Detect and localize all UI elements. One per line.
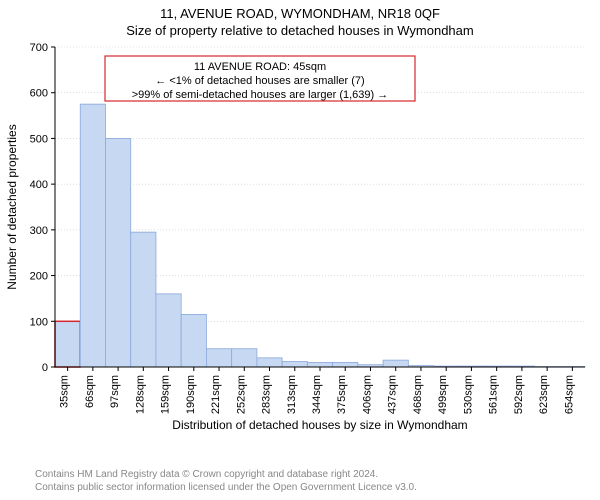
x-tick-label: 561sqm (488, 375, 500, 414)
annotation-line: 11 AVENUE ROAD: 45sqm (194, 61, 326, 73)
page-subtitle: Size of property relative to detached ho… (0, 21, 600, 42)
annotation-line: ← <1% of detached houses are smaller (7) (155, 75, 364, 87)
bar (131, 232, 156, 367)
y-tick-label: 700 (30, 42, 48, 54)
y-tick-label: 300 (30, 225, 48, 237)
y-axis-label: Number of detached properties (5, 124, 19, 289)
bar (232, 349, 257, 367)
x-tick-label: 97sqm (109, 375, 121, 408)
x-axis-label: Distribution of detached houses by size … (172, 418, 467, 432)
chart-svg: 0 100 200 300 400 500 600 700 35sqm 66sqm 97sqm 128… (0, 42, 600, 442)
y-tick-label: 600 (30, 88, 48, 100)
y-tick-label: 0 (42, 362, 48, 374)
x-tick-label: 654sqm (563, 375, 575, 414)
footer-line-2: Contains public sector information licen… (35, 481, 600, 494)
x-tick-label: 283sqm (261, 375, 273, 414)
histogram-chart: 0 100 200 300 400 500 600 700 35sqm 66sqm 97sqm 128… (0, 42, 600, 442)
x-tick-label: 66sqm (84, 375, 96, 408)
x-tick-label: 252sqm (235, 375, 247, 414)
bar (55, 321, 80, 367)
footer-attribution: Contains HM Land Registry data © Crown c… (0, 468, 600, 494)
x-tick-label: 221sqm (210, 375, 222, 414)
bar (156, 294, 181, 367)
x-tick-label: 623sqm (538, 375, 550, 414)
page-title: 11, AVENUE ROAD, WYMONDHAM, NR18 0QF (0, 0, 600, 21)
bar (105, 138, 130, 367)
x-tick-label: 468sqm (412, 375, 424, 414)
y-tick-label: 500 (30, 133, 48, 145)
bar (181, 314, 206, 367)
x-tick-label: 530sqm (462, 375, 474, 414)
y-tick-label: 100 (30, 316, 48, 328)
x-tick-label: 313sqm (286, 375, 298, 414)
bar (206, 349, 231, 367)
x-tick-label: 35sqm (59, 375, 71, 408)
bar (257, 358, 282, 367)
x-tick-label: 128sqm (134, 375, 146, 414)
bar (307, 362, 332, 367)
bar (80, 104, 105, 367)
x-tick-label: 159sqm (160, 375, 172, 414)
bar (333, 362, 358, 367)
x-tick-label: 592sqm (513, 375, 525, 414)
bar (383, 360, 408, 367)
x-tick-label: 406sqm (361, 375, 373, 414)
annotation-line: >99% of semi-detached houses are larger … (132, 89, 389, 101)
footer-line-1: Contains HM Land Registry data © Crown c… (35, 468, 600, 481)
x-tick-label: 190sqm (185, 375, 197, 414)
y-tick-label: 200 (30, 271, 48, 283)
bar (282, 362, 307, 367)
x-tick-label: 375sqm (336, 375, 348, 414)
x-tick-label: 437sqm (387, 375, 399, 414)
x-tick-label: 499sqm (437, 375, 449, 414)
y-tick-label: 400 (30, 179, 48, 191)
x-tick-label: 344sqm (311, 375, 323, 414)
